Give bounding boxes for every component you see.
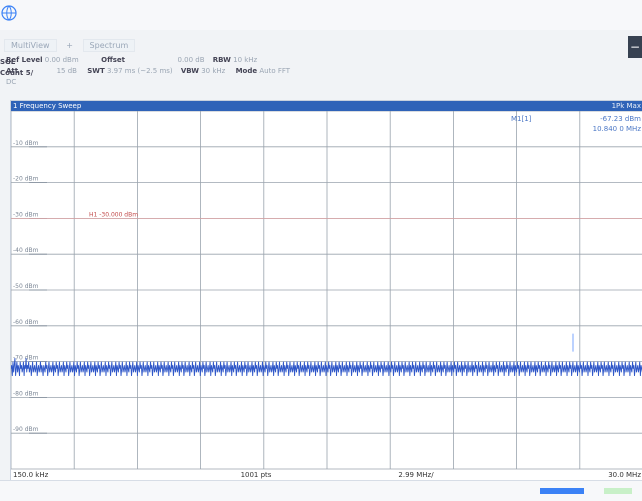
y-tick-label: -50 dBm [13,283,39,290]
bottom-status-bar [0,480,642,501]
sweep-right-label: 1Pk Max [612,102,641,110]
marker-value-2: 10.840 0 MHz [593,125,642,133]
y-tick-label: -90 dBm [13,426,39,433]
count-indicator: Count 5/ [0,69,634,79]
marker-label: M1[1] [511,115,532,123]
x-end-label: 30.0 MHz [608,471,641,479]
status-progress-indicator [540,488,584,494]
count-label: Count 5/ [0,69,33,77]
tab-multiview[interactable]: MultiView [4,39,57,52]
y-tick-label: -80 dBm [13,390,39,397]
tab-spectrum[interactable]: Spectrum [83,39,136,52]
marker-value-1: -67.23 dBm [600,115,641,123]
globe-icon [0,4,18,22]
status-ok-indicator [604,488,632,494]
sgl-label: SGL [0,58,15,66]
y-tick-label: -10 dBm [13,140,39,147]
parameter-panel: Ref Level 0.00 dBm Offset 0.00 dB RBW 10… [0,54,642,98]
spectrum-chart[interactable]: -10 dBm -20 dBm -30 dBm -40 dBm -50 dBm -60 d… [11,111,642,481]
dc-label: DC [6,78,16,86]
y-tick-label: -60 dBm [13,319,39,326]
x-start-label: 150.0 kHz [13,471,49,479]
tab-strip: MultiView + Spectrum [4,36,135,54]
x-mid-label: 1001 pts [241,471,272,479]
threshold-label-h1: H1 -30.000 dBm [89,211,138,218]
top-bar [0,0,642,30]
y-tick-label: -30 dBm [13,211,39,218]
y-tick-label: -40 dBm [13,247,39,254]
y-tick-label: -20 dBm [13,176,39,183]
sweep-title: 1 Frequency Sweep [13,102,81,110]
add-tab-icon[interactable]: + [63,39,77,51]
sgl-indicator: SGL [0,58,634,68]
sweep-title-bar: 1 Frequency Sweep 1Pk Max [11,101,642,111]
x-step-label: 2.99 MHz/ [398,471,434,479]
spectrum-plot[interactable]: 1 Frequency Sweep 1Pk Max -10 dBm -20 dBm… [10,100,642,481]
param-row-3: DC [6,78,16,88]
trace-1-path [11,358,642,376]
